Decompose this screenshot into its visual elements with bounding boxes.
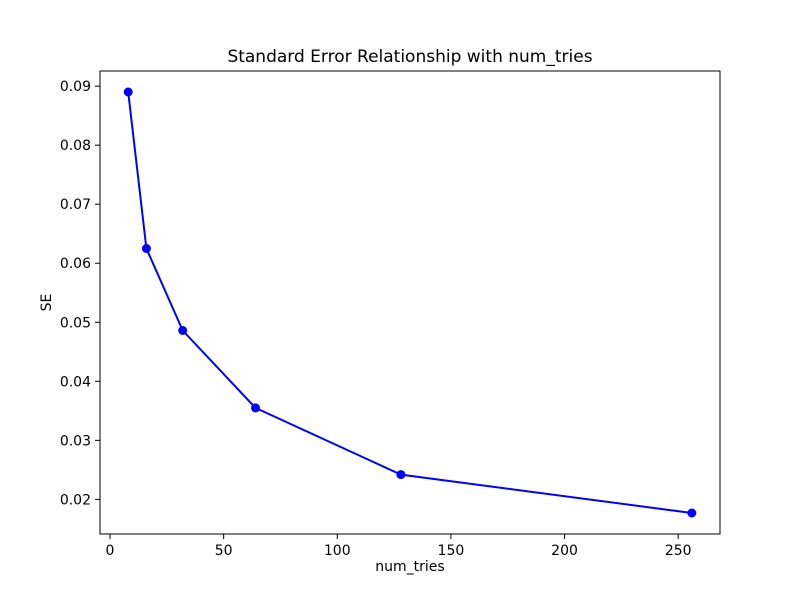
y-tick-label: 0.09 <box>60 79 91 95</box>
data-point-marker <box>123 87 133 97</box>
data-point-marker <box>251 403 260 413</box>
plot-area <box>99 70 721 535</box>
x-tick-label: 100 <box>324 543 351 559</box>
data-point-marker <box>396 470 406 480</box>
y-tick-label: 0.08 <box>60 138 91 154</box>
data-point-marker <box>687 508 697 518</box>
y-tick-label: 0.06 <box>60 256 91 272</box>
y-tick-label: 0.03 <box>60 433 91 449</box>
x-axis-label: num_tries <box>375 559 444 575</box>
data-point-marker <box>178 326 188 335</box>
data-point-marker <box>141 244 151 253</box>
axis-ticks: 0 50 100 150 200 250 0.02 0.03 0.04 0.05 0.06 0.07 0… <box>60 79 692 559</box>
x-tick-label: 0 <box>106 543 115 559</box>
y-tick-label: 0.02 <box>60 492 91 508</box>
x-tick-label: 50 <box>215 543 233 559</box>
chart-title: Standard Error Relationship with num_tri… <box>227 47 592 67</box>
x-tick-label: 250 <box>665 543 692 559</box>
series-line <box>127 91 693 514</box>
x-tick-label: 200 <box>551 543 578 559</box>
y-tick-label: 0.04 <box>60 374 91 390</box>
data-series <box>123 87 697 518</box>
x-tick-label: 150 <box>438 543 465 559</box>
y-tick-label: 0.05 <box>60 315 91 331</box>
y-axis-label: SE <box>39 294 55 312</box>
y-tick-label: 0.07 <box>60 197 91 213</box>
